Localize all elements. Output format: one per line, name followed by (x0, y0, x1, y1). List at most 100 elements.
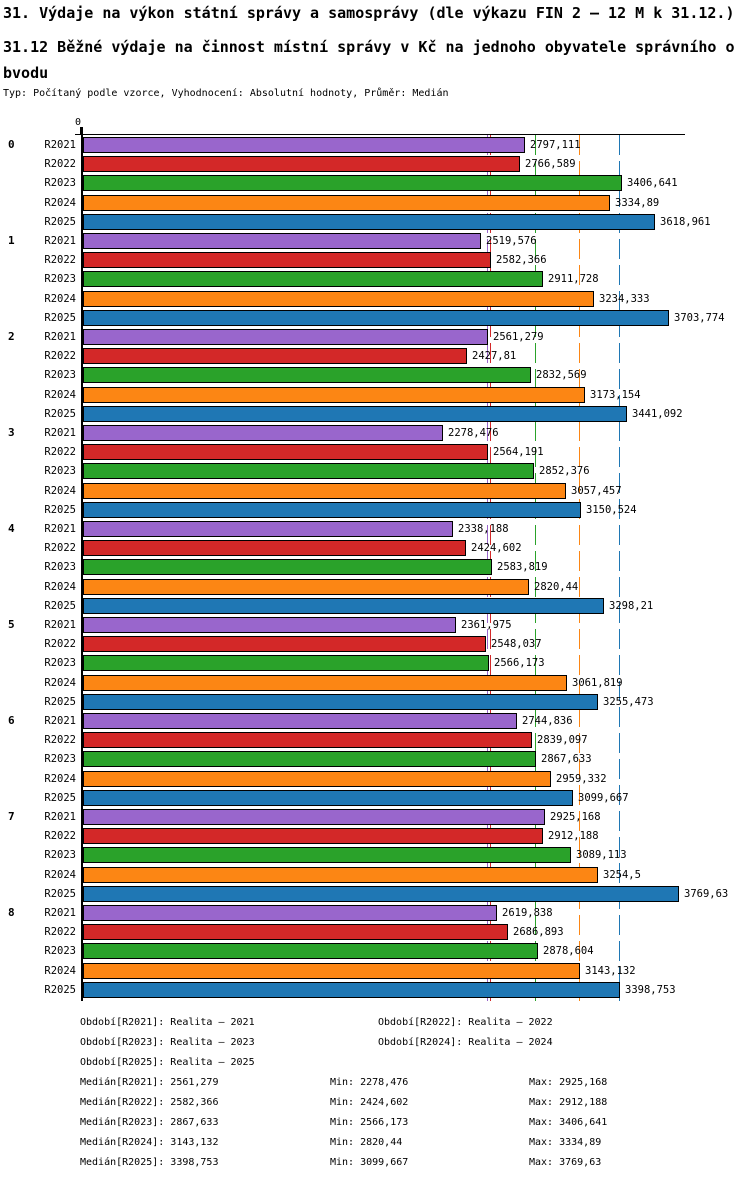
bar-value-label: 2766,589 (525, 158, 576, 170)
bar (83, 847, 571, 863)
bar-value-label: 3254,5 (603, 869, 641, 881)
legend-max: Max: 3334,89 (529, 1137, 602, 1148)
legend-period: Období[R2022]: Realita – 2022 (378, 1017, 553, 1028)
bar-value-label: 2832,569 (536, 369, 587, 381)
bar (83, 463, 534, 479)
legend-median: Medián[R2023]: 2867,633 (80, 1117, 219, 1128)
bar (83, 444, 488, 460)
bar-value-label: 2361,975 (461, 619, 512, 631)
bar-value-label: 2744,836 (522, 715, 573, 727)
legend-period: Období[R2024]: Realita – 2024 (378, 1037, 553, 1048)
median-line-R2025 (619, 135, 620, 1001)
legend-median: Medián[R2021]: 2561,279 (80, 1077, 219, 1088)
legend-min: Min: 2278,476 (330, 1077, 409, 1088)
bar-value-label: 2959,332 (556, 773, 607, 785)
bar-value-label: 2912,188 (548, 830, 599, 842)
group-label: 0 (8, 138, 15, 151)
row-label: R2024 (44, 197, 76, 209)
bar (83, 387, 585, 403)
bar (83, 156, 520, 172)
bar-value-label: 2561,279 (493, 331, 544, 343)
row-label: R2023 (44, 657, 76, 669)
chart: 0 0 R2021 2797,111 R2022 2766,589 R2023 3406,6… (8, 117, 728, 1001)
row-label: R2023 (44, 369, 76, 381)
bar-value-label: 3057,457 (571, 485, 622, 497)
legend-max: Max: 2912,188 (529, 1097, 608, 1108)
bar (83, 214, 655, 230)
bar-value-label: 2878,604 (543, 945, 594, 957)
bar-value-label: 3398,753 (625, 984, 676, 996)
bar-value-label: 2424,602 (471, 542, 522, 554)
legend-min: Min: 2820,44 (330, 1137, 403, 1148)
bar-value-label: 2278,476 (448, 427, 499, 439)
x-axis-line (75, 134, 685, 135)
median-line-R2023 (535, 135, 536, 1001)
bar (83, 502, 581, 518)
row-label: R2022 (44, 638, 76, 650)
row-label: R2023 (44, 753, 76, 765)
bar (83, 771, 551, 787)
group-label: 8 (8, 906, 15, 919)
row-label: R2025 (44, 888, 76, 900)
bar (83, 137, 525, 153)
row-label: R2021 (44, 811, 76, 823)
bar-value-label: 2820,44 (534, 581, 579, 593)
row-label: R2021 (44, 427, 76, 439)
bar (83, 329, 488, 345)
bar-value-label: 3703,774 (674, 312, 725, 324)
bar (83, 751, 536, 767)
row-label: R2021 (44, 523, 76, 535)
bar (83, 559, 492, 575)
legend-max: Max: 3406,641 (529, 1117, 608, 1128)
bar (83, 617, 456, 633)
bar (83, 790, 573, 806)
chart-subtitle: 31.12 Běžné výdaje na činnost místní spr… (3, 38, 735, 56)
bar-value-label: 2566,173 (494, 657, 545, 669)
bar (83, 521, 453, 537)
row-label: R2021 (44, 715, 76, 727)
axis-zero-label: 0 (74, 117, 82, 128)
bar-value-label: 2427,81 (472, 350, 517, 362)
row-label: R2022 (44, 830, 76, 842)
bar-value-label: 2797,111 (530, 139, 581, 151)
bar (83, 271, 543, 287)
bar-value-label: 3334,89 (615, 197, 660, 209)
bar-value-label: 3298,21 (609, 600, 654, 612)
axis-zero-tick (80, 127, 81, 134)
legend-median: Medián[R2024]: 3143,132 (80, 1137, 219, 1148)
group-label: 5 (8, 618, 15, 631)
bar (83, 982, 620, 998)
bar (83, 924, 508, 940)
bar-value-label: 2839,097 (537, 734, 588, 746)
bar (83, 348, 467, 364)
bar-value-label: 3406,641 (627, 177, 678, 189)
row-label: R2023 (44, 561, 76, 573)
bar-value-label: 2519,576 (486, 235, 537, 247)
row-label: R2024 (44, 581, 76, 593)
row-label: R2023 (44, 849, 76, 861)
row-label: R2022 (44, 926, 76, 938)
bar-value-label: 2925,168 (550, 811, 601, 823)
bar (83, 195, 610, 211)
bar-value-label: 3234,333 (599, 293, 650, 305)
row-label: R2022 (44, 446, 76, 458)
row-label: R2021 (44, 139, 76, 151)
row-label: R2022 (44, 158, 76, 170)
legend-period: Období[R2025]: Realita – 2025 (80, 1057, 255, 1068)
row-label: R2025 (44, 312, 76, 324)
row-label: R2022 (44, 542, 76, 554)
group-label: 3 (8, 426, 15, 439)
bar (83, 828, 543, 844)
row-label: R2025 (44, 216, 76, 228)
bar-value-label: 2582,366 (496, 254, 547, 266)
bar (83, 233, 481, 249)
bar (83, 252, 491, 268)
bar (83, 732, 532, 748)
bar (83, 175, 622, 191)
row-label: R2024 (44, 293, 76, 305)
row-label: R2021 (44, 907, 76, 919)
row-label: R2025 (44, 792, 76, 804)
bar (83, 425, 443, 441)
row-label: R2022 (44, 734, 76, 746)
row-label: R2025 (44, 984, 76, 996)
